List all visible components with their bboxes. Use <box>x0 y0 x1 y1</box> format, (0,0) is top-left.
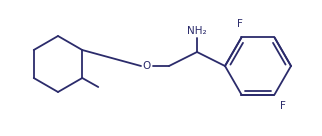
Text: F: F <box>280 101 286 111</box>
Text: O: O <box>143 61 151 71</box>
Text: F: F <box>237 19 242 29</box>
Text: NH₂: NH₂ <box>187 26 207 36</box>
